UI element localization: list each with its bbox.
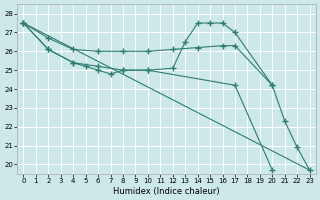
X-axis label: Humidex (Indice chaleur): Humidex (Indice chaleur): [113, 187, 220, 196]
